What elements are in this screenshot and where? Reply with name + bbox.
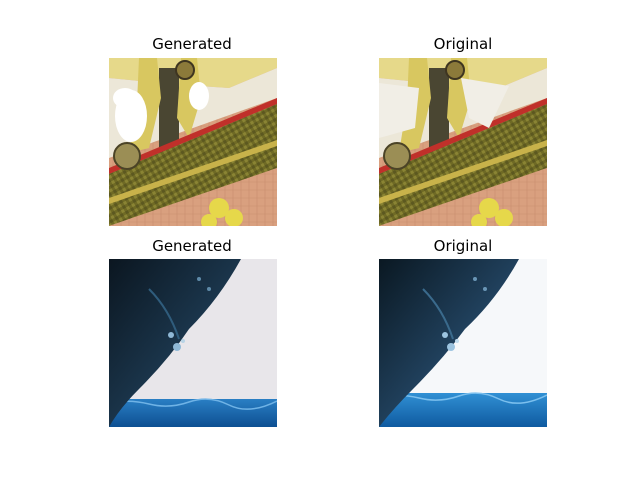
panel-title-bottom-left: Generated bbox=[152, 237, 232, 255]
generated-whale-image bbox=[109, 259, 277, 427]
panel-title-top-left: Generated bbox=[152, 35, 232, 53]
original-garment-image bbox=[379, 58, 547, 226]
original-whale-image bbox=[379, 259, 547, 427]
panel-title-top-right: Original bbox=[433, 35, 493, 53]
panel-title-bottom-right: Original bbox=[433, 237, 493, 255]
generated-garment-image bbox=[109, 58, 277, 226]
